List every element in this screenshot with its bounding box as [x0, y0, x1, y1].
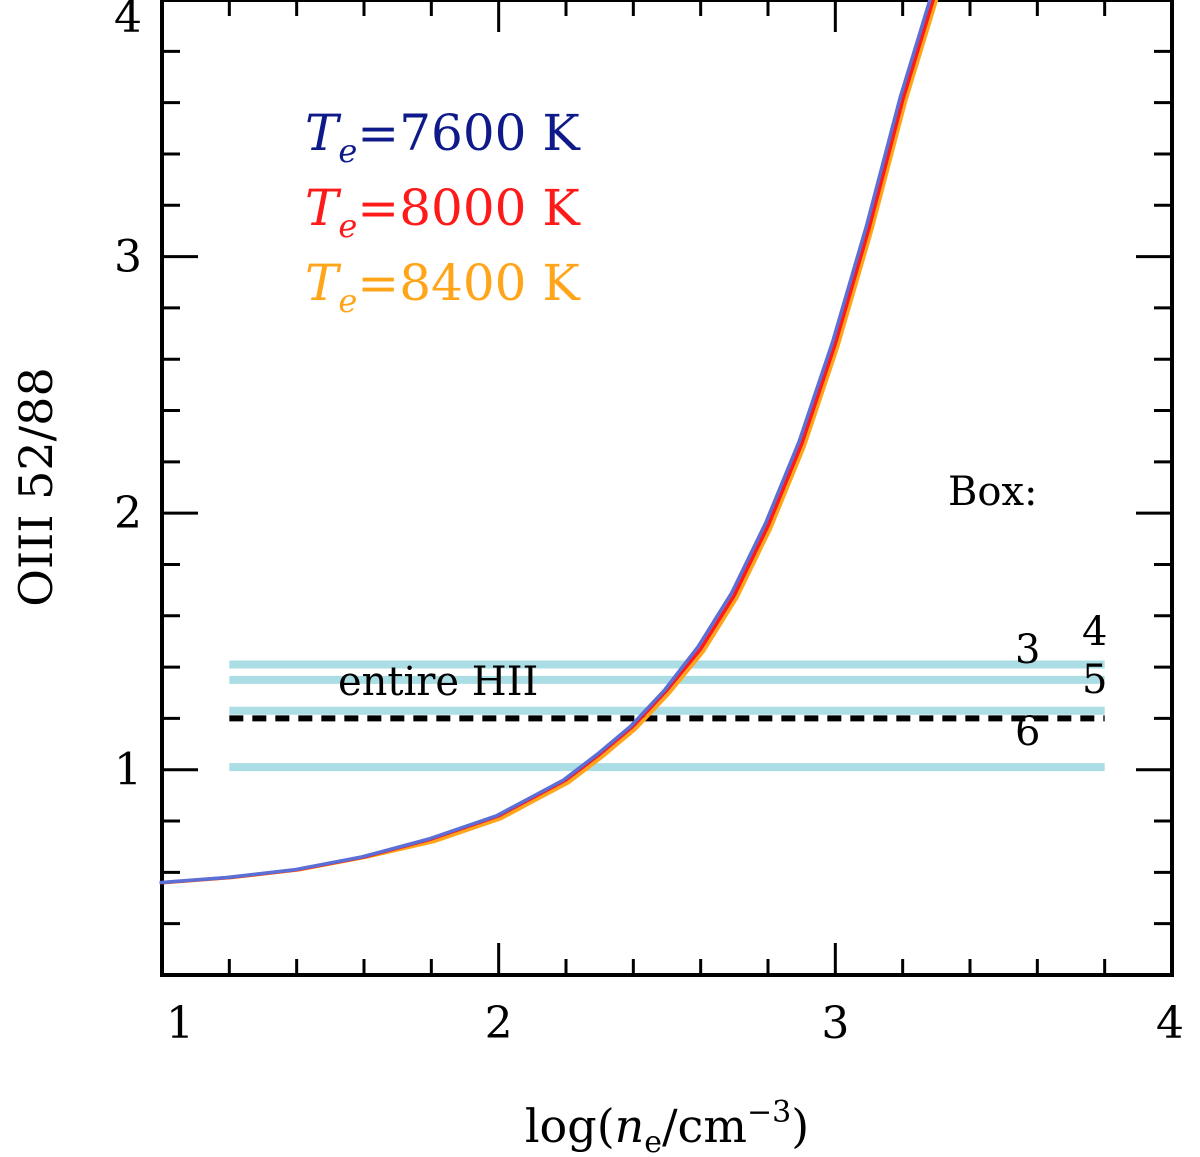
entire-hii-label: entire HII: [338, 659, 538, 705]
box-label-3: 3: [1015, 627, 1040, 673]
box-label-6: 6: [1015, 709, 1040, 755]
legend-entry-te-8400: Te=8400 K: [305, 254, 581, 320]
legend: Te=7600 K Te=8000 K Te=8400 K: [305, 104, 581, 320]
y-tick-label: 1: [114, 745, 142, 796]
x-tick-label: 1: [166, 998, 194, 1049]
legend-entry-te-8000: Te=8000 K: [305, 179, 581, 245]
x-title-unit: /cm: [662, 1099, 747, 1153]
x-title-var: n: [615, 1099, 645, 1153]
x-tick-label: 3: [821, 998, 849, 1049]
box-label-5: 5: [1082, 657, 1107, 703]
reference-lines: [229, 660, 1105, 772]
x-title-prefix: log(: [525, 1099, 615, 1153]
x-title-sub: e: [644, 1125, 662, 1157]
legend-subscript: e: [338, 207, 357, 245]
legend-entry-te-7600: Te=7600 K: [305, 104, 581, 170]
legend-symbol: T: [305, 104, 342, 162]
legend-symbol: T: [305, 254, 342, 312]
major-ticks: [160, 0, 1174, 975]
series-line-te-7600-k: [159, 0, 932, 885]
legend-value: =7600 K: [357, 104, 581, 162]
y-tick-label: 4: [114, 0, 142, 43]
legend-subscript: e: [338, 282, 357, 320]
y-tick-label: 2: [114, 488, 142, 539]
box-label-4: 4: [1082, 609, 1107, 655]
x-tick-label: 4: [1156, 998, 1184, 1049]
x-title-sup: −3: [747, 1095, 791, 1130]
x-title-suffix: ): [791, 1099, 809, 1153]
curves: [159, 0, 939, 885]
x-axis-title: log(ne/cm−3): [525, 1095, 809, 1157]
x-tick-label: 2: [485, 998, 513, 1049]
legend-subscript: e: [338, 132, 357, 170]
y-axis-title: OIII 52/88: [9, 367, 63, 606]
legend-value: =8000 K: [357, 179, 581, 237]
plot-frame: [160, 0, 1174, 977]
y-tick-label: 3: [114, 232, 142, 283]
minor-ticks: [162, 0, 1172, 977]
box-heading-label: Box:: [948, 469, 1038, 515]
legend-value: =8400 K: [357, 254, 581, 312]
legend-symbol: T: [305, 179, 342, 237]
